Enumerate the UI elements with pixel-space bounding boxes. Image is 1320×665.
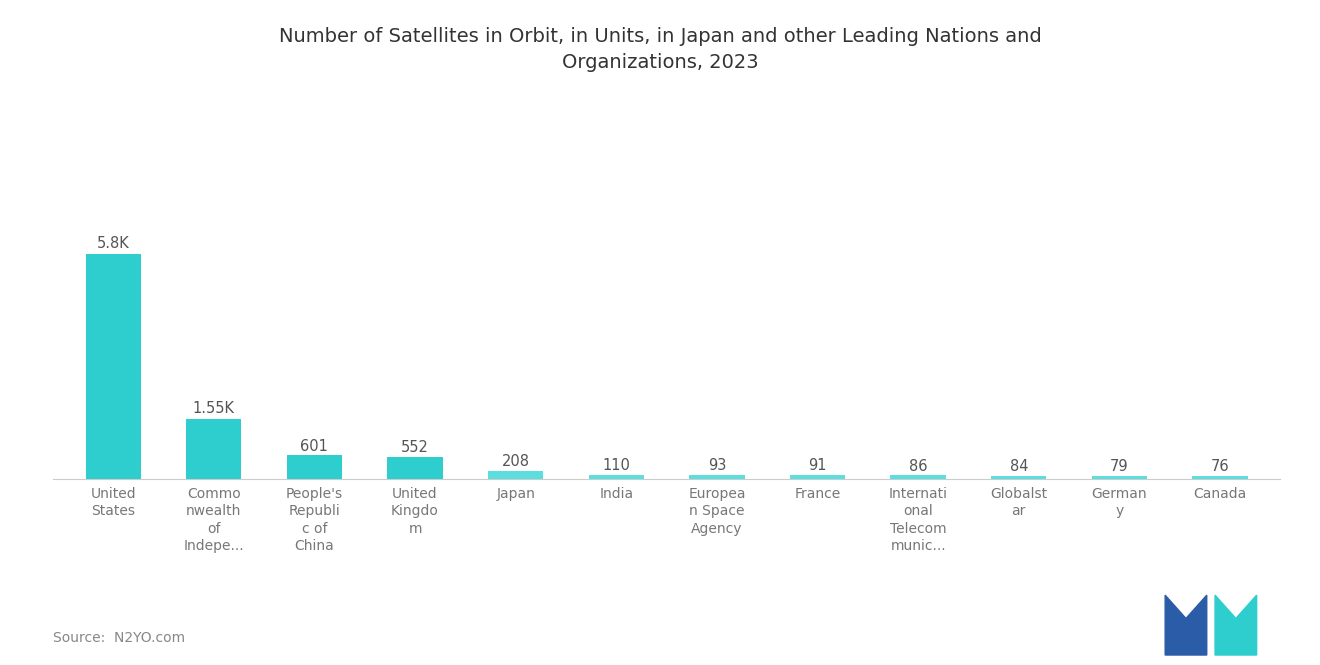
Text: 79: 79	[1110, 459, 1129, 473]
Text: 84: 84	[1010, 459, 1028, 473]
Text: 208: 208	[502, 454, 529, 469]
Bar	[991, 475, 1047, 479]
Text: 76: 76	[1210, 459, 1229, 474]
Bar	[891, 475, 946, 479]
Text: 110: 110	[602, 458, 630, 473]
Polygon shape	[1166, 595, 1206, 655]
Text: Number of Satellites in Orbit, in Units, in Japan and other Leading Nations and
: Number of Satellites in Orbit, in Units,…	[279, 27, 1041, 72]
Text: 91: 91	[808, 458, 826, 473]
Bar	[1092, 475, 1147, 479]
Bar	[186, 419, 242, 479]
Bar	[488, 471, 544, 479]
Bar	[286, 456, 342, 479]
Text: 552: 552	[401, 440, 429, 456]
Bar	[1192, 476, 1247, 479]
Bar	[86, 254, 141, 479]
Bar	[789, 475, 845, 479]
Bar	[387, 458, 442, 479]
Text: 93: 93	[708, 458, 726, 473]
Text: 5.8K: 5.8K	[96, 236, 129, 251]
Text: 601: 601	[301, 438, 329, 454]
Bar	[689, 475, 744, 479]
Bar	[589, 475, 644, 479]
Polygon shape	[1214, 595, 1257, 655]
Text: Source:  N2YO.com: Source: N2YO.com	[53, 631, 185, 645]
Text: 86: 86	[909, 459, 928, 473]
Text: 1.55K: 1.55K	[193, 401, 235, 416]
